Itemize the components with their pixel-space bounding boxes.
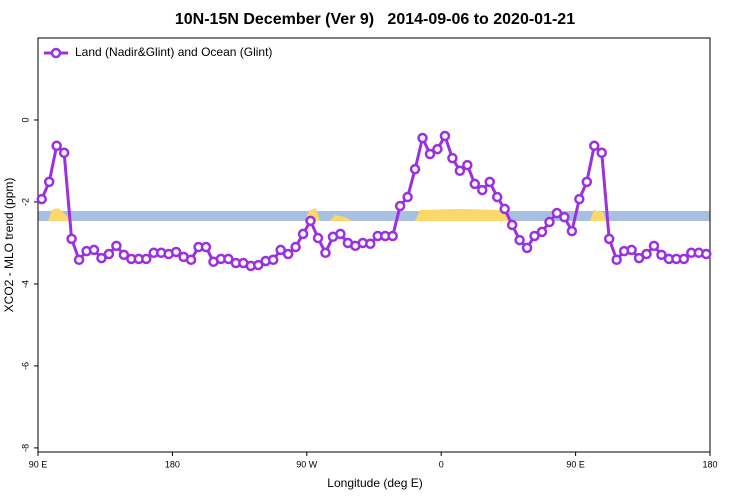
point <box>701 248 712 260</box>
point <box>544 216 555 228</box>
band <box>38 211 710 221</box>
point <box>514 234 525 246</box>
point <box>111 240 122 252</box>
legend-label: Land (Nadir&Glint) and Ocean (Glint) <box>75 45 272 59</box>
point <box>656 249 667 261</box>
point <box>185 254 197 266</box>
point <box>290 241 301 253</box>
x-tick-label: 90 E <box>29 459 48 469</box>
y-tick-label: 0 <box>20 117 30 122</box>
point <box>365 238 376 250</box>
point <box>170 246 182 258</box>
point <box>275 244 286 256</box>
point <box>282 248 294 260</box>
point <box>387 230 398 242</box>
point <box>66 233 77 245</box>
y-tick-label: -2 <box>20 198 30 206</box>
point <box>477 184 488 196</box>
point <box>58 147 70 159</box>
point <box>335 228 346 240</box>
x-tick-label: 90 E <box>566 459 585 469</box>
point <box>589 140 600 152</box>
point <box>402 191 413 203</box>
point <box>491 191 503 203</box>
point <box>73 254 85 266</box>
y-tick-label: -6 <box>20 362 30 370</box>
point <box>103 248 115 260</box>
x-axis-label: Longitude (deg E) <box>327 476 422 490</box>
point <box>267 254 279 266</box>
x-tick-label: 180 <box>702 459 717 469</box>
point <box>312 232 324 244</box>
point <box>499 203 510 215</box>
point <box>462 159 473 171</box>
y-tick-label: -8 <box>20 444 30 452</box>
point <box>678 253 690 265</box>
point <box>454 165 466 177</box>
point <box>51 140 62 152</box>
legend-marker <box>50 47 62 59</box>
y-axis-label: XCO2 - MLO trend (ppm) <box>2 178 16 313</box>
point <box>88 244 100 256</box>
point <box>432 143 443 155</box>
point <box>551 207 563 219</box>
point <box>648 240 660 252</box>
point <box>297 228 309 240</box>
point <box>521 242 533 254</box>
point <box>200 241 212 253</box>
point <box>141 253 152 265</box>
point <box>611 254 622 266</box>
x-tick-label: 0 <box>439 459 444 469</box>
point <box>574 193 585 205</box>
point <box>529 230 540 242</box>
point <box>43 176 55 188</box>
point <box>253 259 264 271</box>
chart-title: 10N-15N December (Ver 9) 2014-09-06 to 2… <box>175 11 575 28</box>
point <box>96 252 107 264</box>
point <box>566 225 578 237</box>
point <box>118 249 130 261</box>
point <box>305 215 316 227</box>
point <box>626 244 637 256</box>
point <box>559 211 570 223</box>
point <box>409 163 421 175</box>
point <box>506 219 518 231</box>
point <box>320 247 331 259</box>
plot-frame <box>37 37 711 453</box>
point <box>36 193 47 205</box>
point <box>439 130 451 142</box>
x-tick-label: 180 <box>165 459 180 469</box>
point <box>603 233 615 245</box>
point <box>223 253 234 265</box>
point <box>633 252 645 264</box>
point <box>469 178 481 190</box>
point <box>484 176 495 188</box>
point <box>424 148 436 160</box>
point <box>536 226 548 238</box>
point <box>447 152 458 164</box>
point <box>596 147 607 159</box>
x-tick-label: 90 W <box>296 459 318 469</box>
y-tick-label: -4 <box>20 280 30 288</box>
point <box>641 248 652 260</box>
point <box>417 132 428 144</box>
point <box>394 200 406 212</box>
point <box>581 176 593 188</box>
